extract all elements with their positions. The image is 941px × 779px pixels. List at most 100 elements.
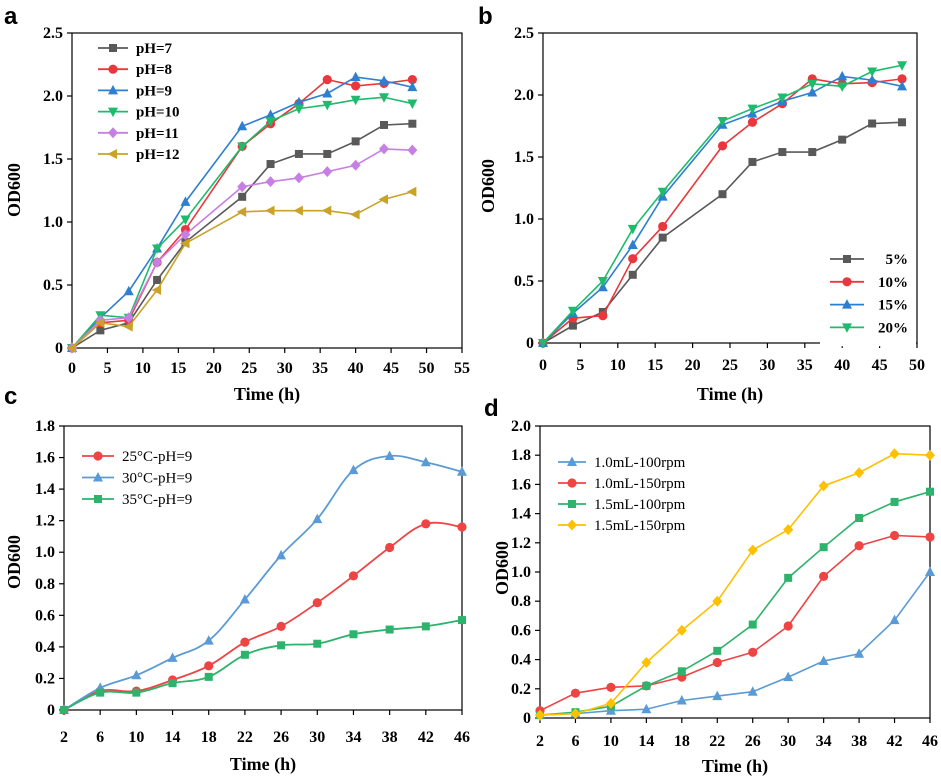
data-point [293,104,304,115]
data-point [898,118,907,127]
data-point [348,464,359,475]
data-point [379,143,389,155]
y-tick-label: 0.2 [511,681,531,698]
data-point [676,694,687,705]
data-point [712,657,722,668]
data-point [642,681,651,690]
y-tick-label: 0.4 [35,639,55,656]
data-point [778,148,787,157]
legend-label: 15% [878,298,908,314]
series-25°C-pH=9 [59,519,467,715]
data-point [380,120,388,129]
data-point [94,317,105,328]
y-axis-title: OD600 [4,535,24,589]
data-point [385,542,395,553]
data-point [597,277,608,287]
data-point [96,326,105,335]
data-point [265,205,275,216]
data-point [123,321,133,332]
series-line [71,96,413,349]
data-point [240,637,250,647]
legend-item: 10% [830,275,908,291]
y-tick-label: 2.5 [514,25,534,42]
data-point [925,449,935,461]
data-point [658,233,667,242]
x-tick-label: 5 [576,357,584,374]
series-pH=12 [66,186,417,353]
panel-letter: b [478,3,493,30]
legend-marker [567,456,577,466]
series-line [539,490,931,716]
panel-letter: c [4,383,17,410]
legend-item: 15% [830,298,908,314]
data-point [747,117,758,127]
data-point [676,624,687,636]
legend-label: 30°C-pH=9 [122,471,192,487]
legend-marker [842,299,852,309]
data-point [265,109,276,119]
legend-item: pH=12 [98,147,180,163]
data-point [747,686,758,696]
data-point [627,224,638,235]
legend-label: 1.0mL-100rpm [594,455,686,471]
legend-marker [108,127,118,139]
data-point [747,544,758,556]
legend-item: pH=7 [98,41,173,57]
data-point [420,456,431,467]
data-point [889,448,900,460]
x-tick-label: 30 [277,360,293,377]
x-tick-label: 35 [797,357,813,374]
data-point [293,96,304,107]
x-tick-label: 34 [345,729,361,746]
data-point [855,513,864,522]
legend-marker [107,149,117,159]
y-axis-title: OD600 [4,163,24,217]
x-tick-label: 30 [759,357,775,374]
y-tick-label: 0.5 [514,273,534,290]
legend-item: 1.0mL-150rpm [558,476,686,492]
chart-panel-b: b 0 5 10 15 20 25 30 35 40 45 50 0 0.5 1.0 1.5 2.0 2.5 Tim… [478,3,925,405]
x-tick-label: 2 [60,729,68,746]
x-tick-label: 55 [454,360,470,377]
y-tick-label: 1.8 [35,418,55,435]
legend-marker [94,495,102,503]
series-30°C-pH=9 [59,450,467,714]
x-tick-label: 18 [674,733,690,750]
x-tick-label: 38 [851,733,867,750]
x-tick-label: 46 [454,729,470,746]
y-tick-label: 0 [526,335,534,352]
x-tick-label: 15 [647,357,663,374]
data-point [322,75,332,85]
y-tick-label: 0.2 [35,670,55,687]
y-tick-label: 0.8 [35,576,55,593]
data-point [151,285,162,296]
plot-frame [71,32,463,349]
x-tick-label: 45 [872,357,888,374]
legend-marker [568,500,576,508]
data-point [657,187,668,198]
data-point [379,75,389,85]
legend-label: 35°C-pH=9 [122,492,192,508]
data-point [407,99,418,110]
data-point [294,149,303,158]
series-20% [538,61,908,349]
data-point [313,639,322,648]
data-point [868,119,877,128]
legend-item: 1.0mL-100rpm [558,455,686,471]
legend-item: pH=8 [98,62,172,78]
data-point [350,209,360,220]
data-point [152,256,163,268]
series-line [71,78,413,349]
series-5% [539,118,907,347]
data-point [538,339,548,349]
data-point [819,543,828,552]
y-tick-label: 2.0 [511,418,531,435]
series-line [71,76,413,349]
x-tick-label: 5 [103,360,111,377]
series-line [539,452,931,716]
x-tick-label: 50 [419,360,435,377]
data-point [60,706,68,714]
data-point [406,186,417,197]
y-tick-label: 0.4 [511,652,531,669]
